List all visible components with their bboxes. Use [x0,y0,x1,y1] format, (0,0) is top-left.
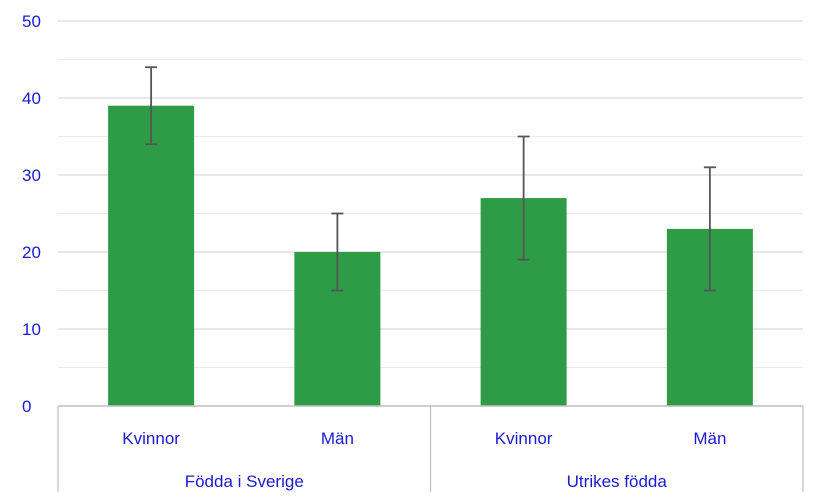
x-category-label: Kvinnor [495,429,553,448]
y-tick-label: 20 [22,243,41,262]
error-bars [145,66,716,292]
x-category-label: Män [321,429,354,448]
x-axis [57,405,804,492]
bars [108,105,753,406]
bar [108,105,195,406]
y-tick-label: 50 [22,12,41,31]
y-axis-tick-labels: 0 10 20 30 40 50 [22,12,41,416]
x-group-label: Utrikes födda [567,472,668,491]
x-group-label: Födda i Sverige [185,472,304,491]
y-tick-label: 30 [22,166,41,185]
y-tick-label: 10 [22,320,41,339]
x-axis-category-labels: Kvinnor Män Födda i Sverige Kvinnor Män Utrik… [122,429,726,491]
x-category-label: Kvinnor [122,429,180,448]
y-tick-label: 0 [22,397,31,416]
x-category-label: Män [693,429,726,448]
y-tick-label: 40 [22,89,41,108]
